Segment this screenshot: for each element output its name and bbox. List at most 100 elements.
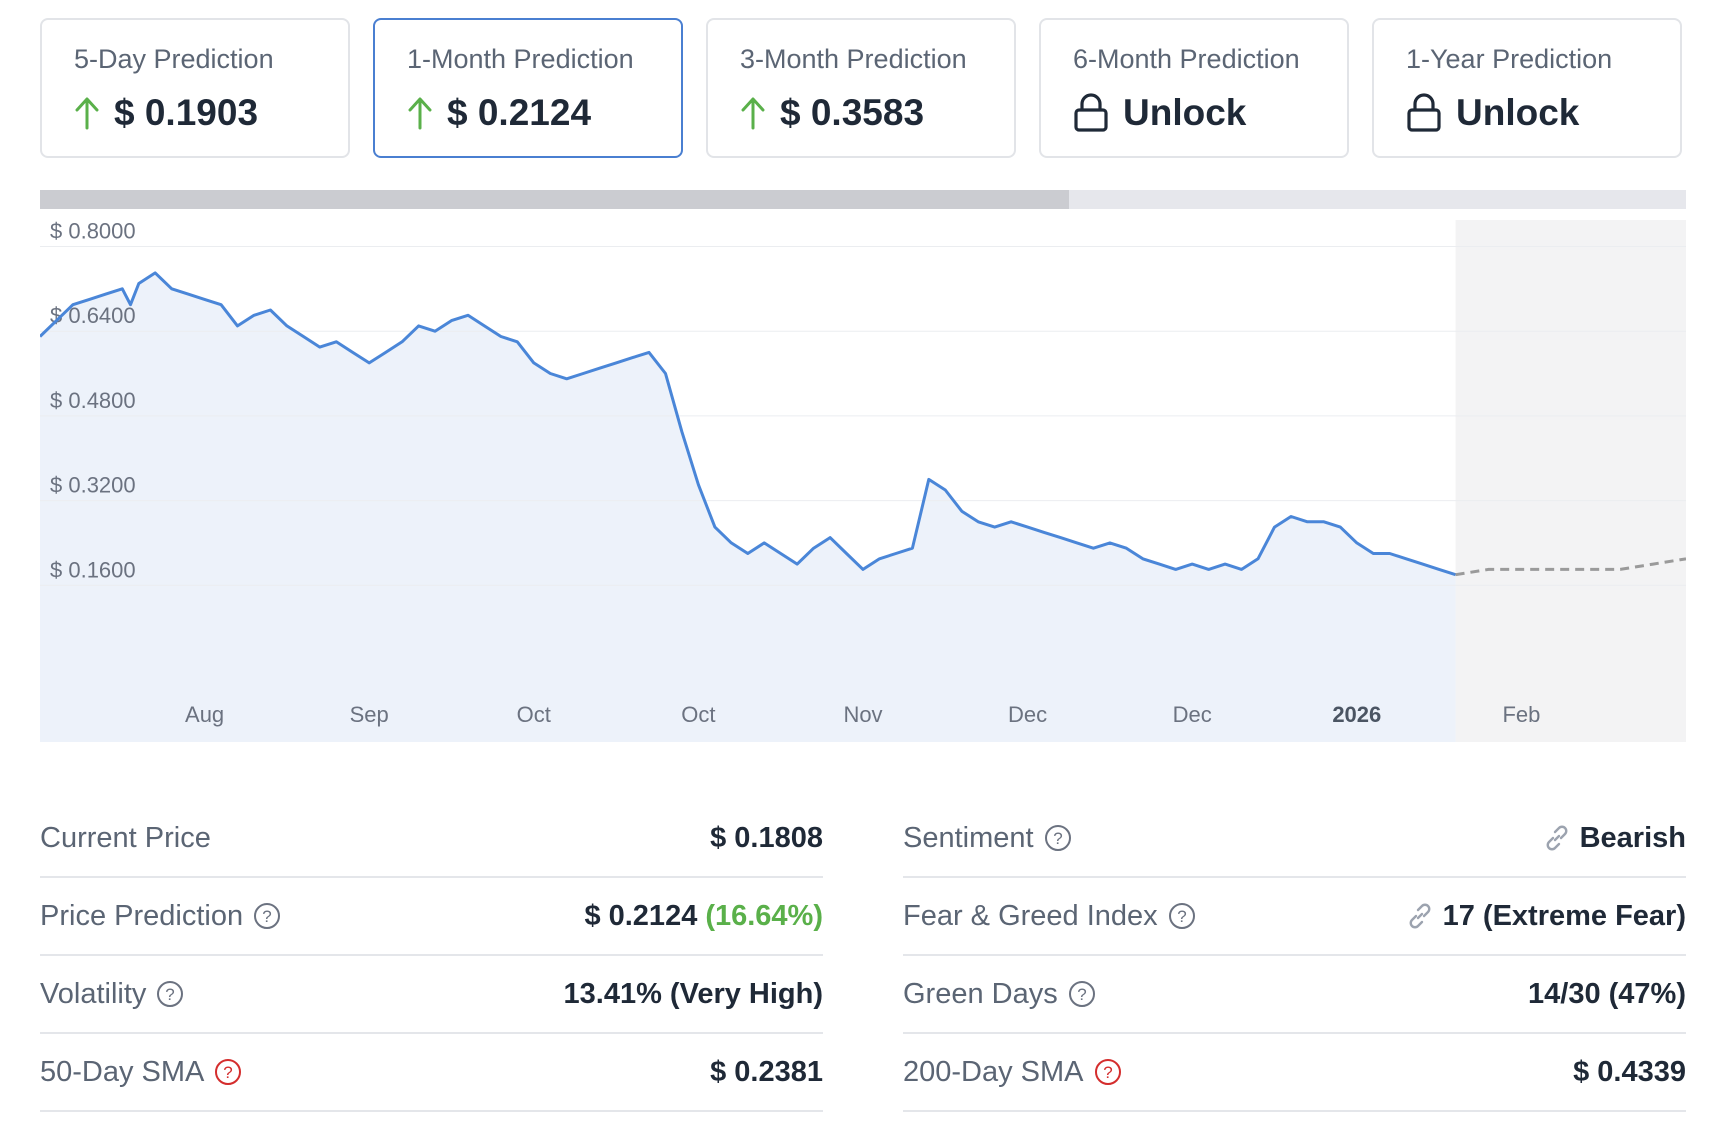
stat-value: $ 0.4339 xyxy=(1573,1034,1686,1110)
stat-value: 13.41% (Very High) xyxy=(564,956,824,1032)
card-value-row: $ 0.2124 xyxy=(407,90,591,136)
svg-text:?: ? xyxy=(1077,985,1086,1004)
svg-text:?: ? xyxy=(1177,907,1186,926)
chart-y-tick-label: $ 0.6400 xyxy=(50,303,136,328)
price-chart-svg: $ 0.8000 $ 0.6400 $ 0.4800 $ 0.3200 $ 0.1600… xyxy=(40,220,1686,742)
chart-x-band xyxy=(40,670,1456,742)
prediction-cards: 5-Day Prediction $ 0.1903 1-Month Predic… xyxy=(40,18,1686,160)
range-selector[interactable] xyxy=(40,190,1686,209)
chart-y-tick-label: $ 0.1600 xyxy=(50,557,136,582)
stat-label-text: Price Prediction xyxy=(40,899,244,932)
stat-value-text: $ 0.2124 xyxy=(584,899,698,932)
stat-label-text: 200-Day SMA xyxy=(903,1055,1084,1088)
chart-series-price xyxy=(40,271,1457,577)
card-value: Unlock xyxy=(1456,92,1580,133)
chart-y-tick-label: $ 0.8000 xyxy=(50,220,136,244)
card-label: 3-Month Prediction xyxy=(740,44,967,74)
stat-value: 14/30 (47%) xyxy=(1528,956,1686,1032)
stat-value-text: 13.41% (Very High) xyxy=(563,977,824,1010)
card-label: 6-Month Prediction xyxy=(1073,44,1300,74)
chart-x-tick-label: Sep xyxy=(350,702,389,727)
help-icon[interactable]: ? xyxy=(1068,980,1096,1008)
stat-value-text: Bearish xyxy=(1579,821,1686,854)
card-1-year[interactable]: 1-Year Prediction Unlock xyxy=(1372,18,1682,158)
card-value-row: Unlock xyxy=(1073,90,1246,136)
stat-label-text: Current Price xyxy=(40,821,211,854)
stat-label: Sentiment ? xyxy=(903,800,1072,876)
price-chart: $ 0.8000 $ 0.6400 $ 0.4800 $ 0.3200 $ 0.1600… xyxy=(40,220,1686,742)
stat-row-200-day-sma: 200-Day SMA ? $ 0.4339 xyxy=(903,1034,1686,1112)
stat-value-text: 14/30 (47%) xyxy=(1528,977,1686,1010)
help-icon[interactable]: ? xyxy=(1168,902,1196,930)
stat-value: $ 0.2381 xyxy=(710,1034,823,1110)
chart-x-tick-label: Nov xyxy=(843,702,882,727)
stats-right: Sentiment ? Bearish Fear & Greed Index ?… xyxy=(903,800,1686,1112)
chart-x-tick-label: Aug xyxy=(185,702,224,727)
stat-value-change: (16.64%) xyxy=(705,899,823,932)
stat-value: $ 0.1808 xyxy=(710,800,823,876)
stat-row-price-prediction: Price Prediction ? $ 0.2124 (16.64%) xyxy=(40,878,823,956)
stat-value[interactable]: Bearish xyxy=(1542,800,1686,876)
stat-label: Green Days ? xyxy=(903,956,1096,1032)
chart-y-tick-label: $ 0.4800 xyxy=(50,388,136,413)
stat-row-green-days: Green Days ? 14/30 (47%) xyxy=(903,956,1686,1034)
help-icon-red[interactable]: ? xyxy=(1094,1058,1122,1086)
lock-icon xyxy=(1073,93,1109,133)
card-label: 1-Year Prediction xyxy=(1406,44,1613,74)
help-icon[interactable]: ? xyxy=(253,902,281,930)
chart-x-tick-label: Feb xyxy=(1502,702,1540,727)
stat-label-text: Volatility xyxy=(40,977,147,1010)
stat-label-text: Green Days xyxy=(903,977,1058,1010)
chart-x-tick-label: Oct xyxy=(681,702,715,727)
stat-label: 200-Day SMA ? xyxy=(903,1034,1122,1110)
lock-icon xyxy=(1406,93,1442,133)
chart-y-tick-label: $ 0.3200 xyxy=(50,473,136,498)
stat-label-text: 50-Day SMA xyxy=(40,1055,205,1088)
help-icon-red[interactable]: ? xyxy=(214,1058,242,1086)
stat-label: 50-Day SMA ? xyxy=(40,1034,242,1110)
stat-label-text: Fear & Greed Index xyxy=(903,899,1158,932)
card-3-month[interactable]: 3-Month Prediction $ 0.3583 xyxy=(706,18,1016,158)
card-value-row: Unlock xyxy=(1406,90,1579,136)
card-label: 1-Month Prediction xyxy=(407,44,634,74)
arrow-up-icon xyxy=(740,96,766,130)
stat-value-text: $ 0.4339 xyxy=(1573,1055,1686,1088)
svg-text:?: ? xyxy=(1053,829,1062,848)
chart-forecast-region xyxy=(1455,220,1686,670)
stat-row-sentiment: Sentiment ? Bearish xyxy=(903,800,1686,878)
card-value-row: $ 0.3583 xyxy=(740,90,924,136)
svg-text:?: ? xyxy=(262,907,271,926)
stat-row-volatility: Volatility ? 13.41% (Very High) xyxy=(40,956,823,1034)
range-selector-fill[interactable] xyxy=(40,190,1069,209)
card-value-row: $ 0.1903 xyxy=(74,90,258,136)
help-icon[interactable]: ? xyxy=(1044,824,1072,852)
stat-value-text: $ 0.1808 xyxy=(710,821,823,854)
arrow-up-icon xyxy=(74,96,100,130)
chart-series-forecast xyxy=(1455,557,1686,577)
card-1-month[interactable]: 1-Month Prediction $ 0.2124 xyxy=(373,18,683,158)
arrow-up-icon xyxy=(407,96,433,130)
stat-label: Volatility ? xyxy=(40,956,184,1032)
card-value: $ 0.2124 xyxy=(447,92,592,133)
chart-x-tick-label: Oct xyxy=(517,702,551,727)
stat-label-text: Sentiment xyxy=(903,821,1034,854)
card-value: $ 0.1903 xyxy=(114,92,259,133)
stats-left: Current Price $ 0.1808 Price Prediction … xyxy=(40,800,823,1112)
svg-text:?: ? xyxy=(166,985,175,1004)
help-icon[interactable]: ? xyxy=(156,980,184,1008)
stat-value-text: $ 0.2381 xyxy=(710,1055,823,1088)
chart-x-tick-label: Dec xyxy=(1008,702,1047,727)
chart-x-tick-label: 2026 xyxy=(1332,702,1381,727)
link-icon[interactable] xyxy=(1542,823,1572,853)
stat-value: $ 0.2124 (16.64%) xyxy=(584,878,823,954)
card-label: 5-Day Prediction xyxy=(74,44,274,74)
stat-row-50-day-sma: 50-Day SMA ? $ 0.2381 xyxy=(40,1034,823,1112)
chart-x-tick-label: Dec xyxy=(1173,702,1212,727)
stat-label: Price Prediction ? xyxy=(40,878,281,954)
stat-label: Fear & Greed Index ? xyxy=(903,878,1196,954)
link-icon[interactable] xyxy=(1405,901,1435,931)
stat-value[interactable]: 17 (Extreme Fear) xyxy=(1405,878,1686,954)
card-5-day[interactable]: 5-Day Prediction $ 0.1903 xyxy=(40,18,350,158)
card-6-month[interactable]: 6-Month Prediction Unlock xyxy=(1039,18,1349,158)
card-value: $ 0.3583 xyxy=(780,92,925,133)
